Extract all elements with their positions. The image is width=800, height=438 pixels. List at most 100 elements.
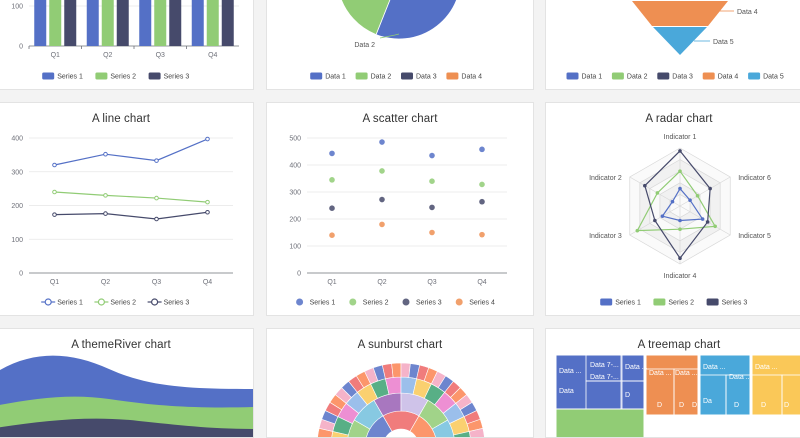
line-point (155, 217, 159, 221)
bar (49, 0, 61, 46)
bar (154, 0, 166, 46)
line-point (155, 159, 159, 163)
legend-swatch-2 (612, 73, 624, 80)
radar-point (678, 149, 682, 153)
legend-swatch-4 (703, 73, 715, 80)
legend-label: Data 5 (763, 74, 784, 81)
scatter-point (329, 177, 335, 183)
treemap-label: Data ... (755, 364, 778, 371)
treemap-cell (556, 409, 644, 438)
series-line (55, 139, 208, 165)
radar-point (653, 219, 657, 223)
y-tick-label: 100 (11, 4, 23, 11)
scatter-point (479, 182, 485, 188)
scatter-point (329, 205, 335, 211)
x-tick-label: Q4 (208, 52, 217, 59)
legend-swatch-2 (349, 299, 356, 306)
line-point (104, 152, 108, 156)
bar (139, 0, 151, 46)
themeriver-chart-card: A themeRiver chart (0, 328, 254, 438)
treemap-label: Data 7-... (590, 362, 619, 369)
scatter-chart-title: A scatter chart (267, 113, 533, 125)
legend-swatch-2 (98, 299, 104, 305)
treemap-label: Da (703, 398, 712, 405)
radar-point (678, 169, 682, 173)
pie-slice (376, 0, 461, 39)
radar-point (678, 219, 682, 223)
scatter-point (479, 199, 485, 205)
scatter-point (429, 178, 435, 184)
legend-swatch-1 (310, 73, 322, 80)
radar-point (636, 229, 640, 233)
bar (207, 0, 219, 46)
legend-swatch-3 (401, 73, 413, 80)
legend-label: Data 4 (718, 74, 739, 81)
legend-swatch-2 (95, 73, 107, 80)
x-tick-label: Q4 (203, 279, 212, 286)
x-tick-label: Q1 (51, 52, 60, 59)
line-point (104, 194, 108, 198)
bar (64, 0, 76, 46)
treemap-label: D (692, 402, 697, 409)
radar-point (661, 214, 665, 218)
legend-label: Series 1 (310, 300, 336, 307)
legend-swatch-2 (653, 299, 665, 306)
legend-swatch-3 (707, 299, 719, 306)
radar-indicator-label: Indicator 4 (664, 273, 697, 280)
legend-label: Data 2 (627, 74, 648, 81)
treemap-label: Data 7-... (590, 374, 619, 381)
legend-label: Data 3 (416, 74, 437, 81)
scatter-point (329, 151, 335, 157)
x-tick-label: Q3 (152, 279, 161, 286)
line-point (53, 213, 57, 217)
scatter-point (379, 168, 385, 174)
bar (117, 0, 129, 46)
legend-swatch-3 (152, 299, 158, 305)
treemap-label: Data (559, 388, 574, 395)
line-point (155, 196, 159, 200)
x-tick-label: Q3 (427, 279, 436, 286)
legend-swatch-5 (748, 73, 760, 80)
treemap-label: Data ... (625, 364, 648, 371)
legend-label: Series 3 (164, 300, 190, 307)
legend-label: Series 1 (57, 74, 83, 81)
radar-point (678, 256, 682, 260)
scatter-point (429, 205, 435, 211)
legend-swatch-2 (356, 73, 368, 80)
y-tick-label: 300 (11, 169, 23, 176)
treemap-chart-title: A treemap chart (546, 339, 800, 351)
legend-swatch-4 (446, 73, 458, 80)
series-line (55, 192, 208, 202)
legend-label: Series 2 (110, 300, 136, 307)
y-tick-label: 200 (11, 203, 23, 210)
y-tick-label: 100 (289, 244, 301, 251)
legend-swatch-3 (657, 73, 669, 80)
treemap-label: D (625, 392, 630, 399)
radar-point (656, 191, 660, 195)
radar-point (643, 184, 647, 188)
line-point (104, 212, 108, 216)
x-tick-label: Q2 (377, 279, 386, 286)
treemap-chart-card: A treemap chart Data 7-... Data 7-... Data… (545, 328, 800, 438)
radar-point (708, 187, 712, 191)
legend-swatch-1 (45, 299, 51, 305)
treemap-label: D (784, 402, 789, 409)
legend-label: Series 4 (469, 300, 495, 307)
treemap-label: Data ... (703, 364, 726, 371)
x-tick-label: Q3 (156, 52, 165, 59)
legend-label: Data 3 (672, 74, 693, 81)
funnel-segment (632, 1, 728, 26)
radar-point (701, 217, 705, 221)
sunburst-chart-card: A sunburst chart (266, 328, 534, 438)
scatter-point (429, 230, 435, 236)
legend-swatch-4 (456, 299, 463, 306)
legend-swatch-1 (567, 73, 579, 80)
y-tick-label: 0 (297, 271, 301, 278)
